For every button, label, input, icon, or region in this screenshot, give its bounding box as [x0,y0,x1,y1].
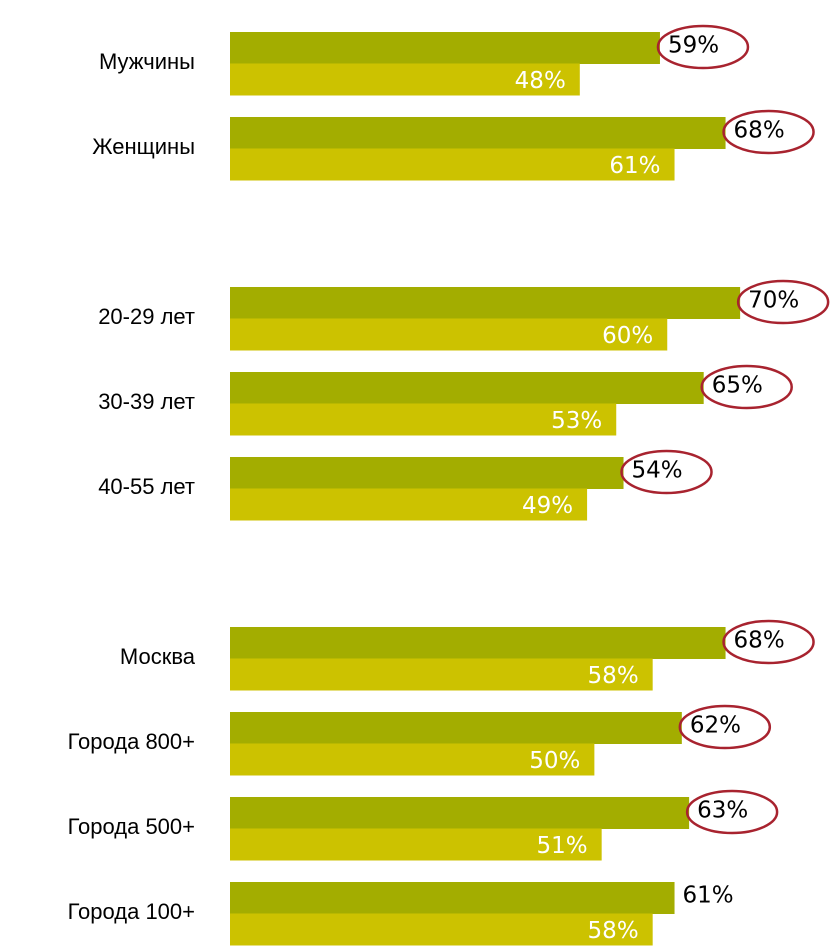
bar [230,457,624,489]
value-label: 70% [748,288,799,314]
bar [230,32,660,64]
value-label: 58% [588,663,639,689]
value-label: 51% [537,833,588,859]
highlight-circle [620,449,713,495]
bar [230,488,588,521]
category-label: Города 500+ [68,814,195,839]
value-label: 60% [602,323,653,349]
highlight-circle [722,109,815,155]
value-label: 59% [668,33,719,59]
value-label: 54% [632,458,683,484]
category-label: Женщины [92,134,195,159]
category-label: 40-55 лет [98,474,195,499]
value-label: 62% [690,713,741,739]
value-label: 68% [734,628,785,654]
bar [230,148,675,181]
bar [230,712,682,744]
bar [230,117,726,149]
highlight-circle [656,24,750,70]
value-label: 63% [697,798,748,824]
value-label: 58% [588,918,639,944]
bar [230,882,675,914]
highlight-circle [685,789,779,835]
category-label: 20-29 лет [98,304,195,329]
category-label: Москва [120,644,196,669]
category-label: Мужчины [99,49,195,74]
value-label: 61% [683,883,734,909]
bar [230,743,595,776]
highlight-circle [700,364,793,410]
bar [230,627,726,659]
value-label: 53% [551,408,602,434]
highlight-circle [678,704,772,750]
highlight-circle [722,619,815,665]
bar [230,318,668,351]
bar [230,797,690,829]
value-label: 48% [515,68,566,94]
bar [230,403,617,436]
value-label: 68% [734,118,785,144]
bar [230,913,653,946]
category-label: Города 100+ [68,899,195,924]
category-label: 30-39 лет [98,389,195,414]
bar [230,658,653,691]
bar [230,63,580,96]
bar [230,828,602,861]
bar [230,372,704,404]
bar [230,287,741,319]
value-label: 50% [529,748,580,774]
value-label: 49% [522,493,573,519]
highlight-circle [736,279,830,325]
value-label: 61% [609,153,660,179]
value-label: 65% [712,373,763,399]
category-label: Города 800+ [68,729,195,754]
